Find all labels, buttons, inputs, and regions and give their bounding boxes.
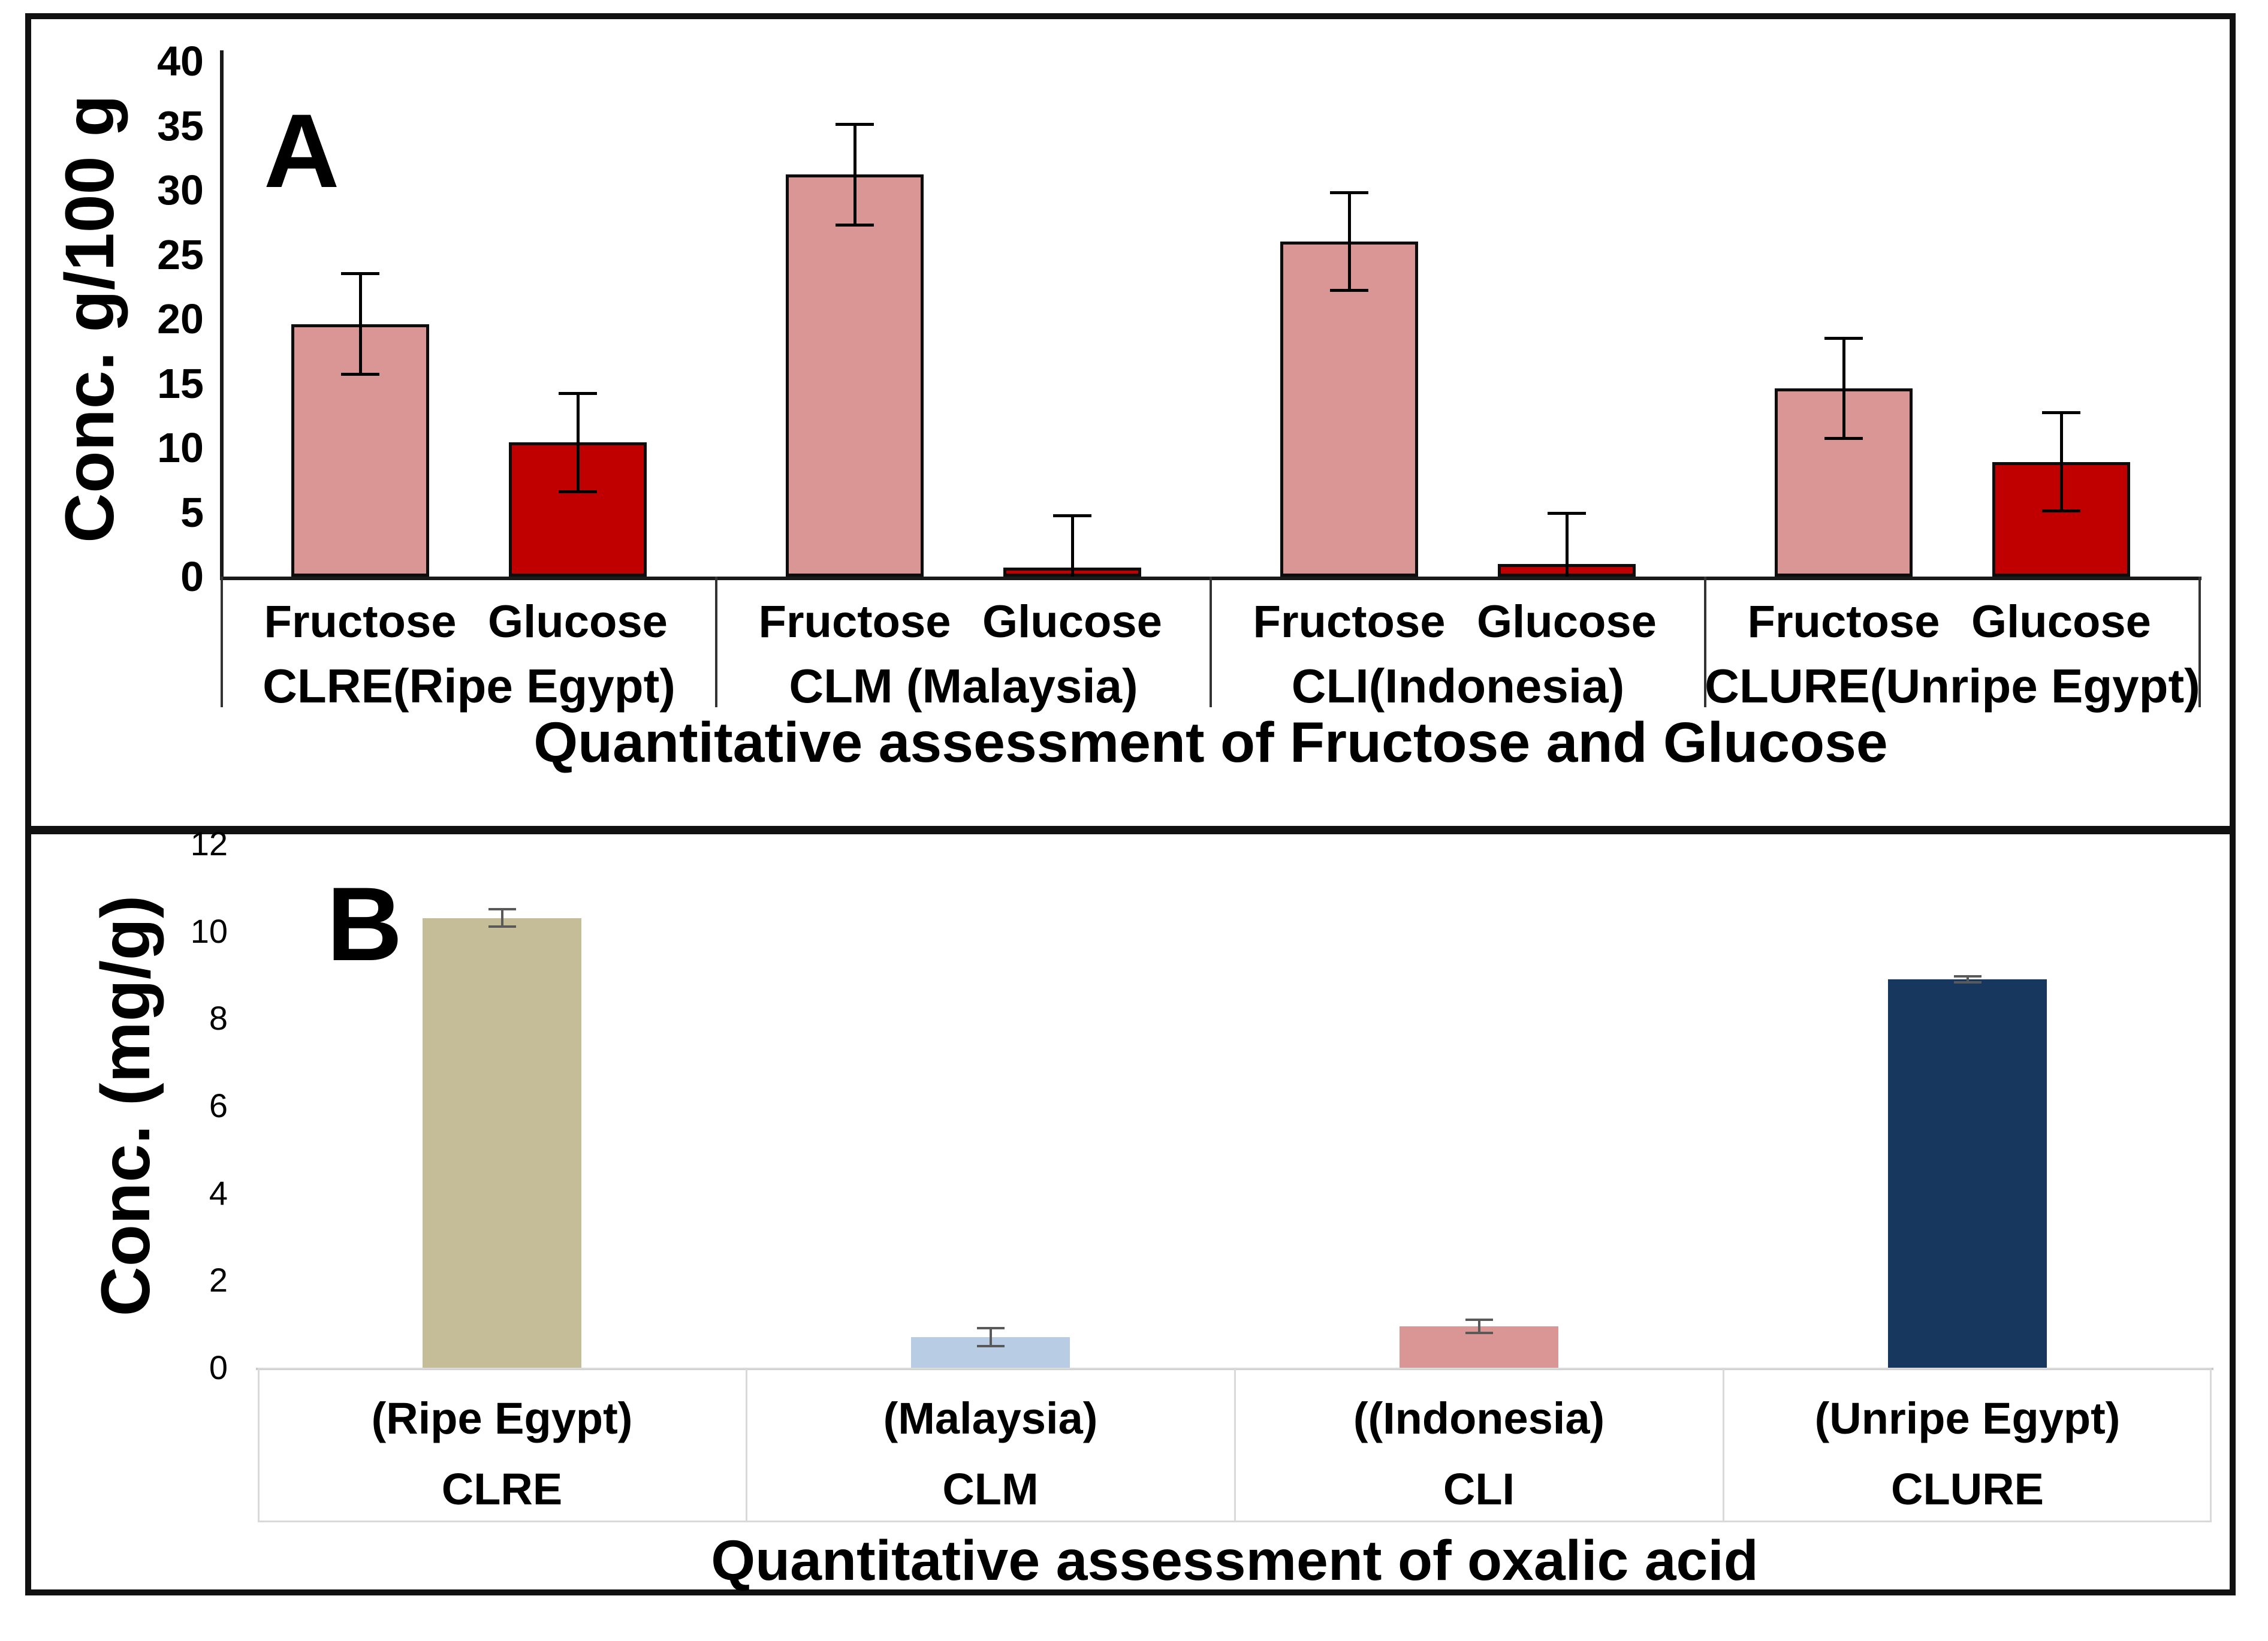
error-bar-top-cap [1953,975,1982,978]
x-category-label: Glucose [982,596,1162,647]
error-bar-bottom-cap [836,223,874,227]
error-bar-bottom-cap [1330,289,1368,292]
group-separator-line [1704,577,1706,707]
error-bar-whisker [500,909,503,927]
error-bar-whisker [989,1328,992,1346]
error-bar-whisker [1477,1319,1480,1333]
x-group-label: CLURE(Unripe Egypt) [1705,659,2200,713]
error-bar-bottom-cap [341,372,379,376]
chart-a-title: Quantitative assessment of Fructose and … [533,711,1888,774]
error-bar-bottom-cap [488,925,516,928]
x-category-label: Fructose [264,596,457,647]
y-tick-label: 15 [157,360,204,407]
error-bar-bottom-cap [976,1344,1005,1347]
y-tick-label: 8 [209,999,228,1037]
bar-CLIIndonesia-fructose [1280,242,1418,577]
error-bar-bottom-cap [1953,981,1982,984]
group-separator-line [1722,1368,1724,1522]
panel-a-letter: A [264,93,340,210]
error-bar-top-cap [1330,191,1368,194]
y-tick-label: 10 [190,912,228,950]
y-tick-label: 25 [157,231,204,278]
y-axis-line [220,50,224,577]
y-tick-label: 0 [180,553,204,600]
x-group-label: CLI(Indonesia) [1291,659,1625,713]
group-separator-line [2198,577,2201,707]
x-group-sublabel: (Ripe Egypt) [371,1393,633,1443]
error-bar-top-cap [2042,411,2080,415]
error-bar-whisker [1565,513,1569,577]
y-tick-label: 35 [157,102,204,149]
panel-divider [25,826,2236,834]
bar-CLRE [423,918,581,1368]
x-group-sublabel: (Unripe Egypt) [1814,1393,2121,1443]
x-group-label: CLURE [1891,1464,2044,1514]
error-bar-whisker [1842,338,1845,439]
bar-CLMMalaysia-fructose [786,174,924,577]
error-bar-top-cap [1053,514,1091,518]
group-separator-line [221,577,223,707]
x-group-label: CLM (Malaysia) [789,659,1138,713]
x-group-sublabel: ((Indonesia) [1353,1393,1605,1443]
bar-CLRERipeEgypt-glucose [509,442,647,577]
y-tick-label: 20 [157,295,204,342]
y-tick-label: 5 [180,488,204,536]
y-tick-label: 12 [190,825,228,862]
error-bar-whisker [358,273,362,375]
chart-b-title: Quantitative assessment of oxalic acid [711,1529,1759,1592]
y-tick-label: 40 [157,38,204,85]
panel-b-letter: B [327,866,403,983]
group-separator-line [1233,1368,1236,1522]
y-tick-label: 0 [209,1349,228,1386]
x-group-label: CLM [942,1464,1039,1514]
error-bar-whisker [1966,976,1969,982]
error-bar-bottom-cap [1465,1331,1493,1334]
error-bar-top-cap [1548,512,1586,515]
error-bar-bottom-cap [559,490,597,493]
y-tick-label: 10 [157,424,204,471]
error-bar-top-cap [559,392,597,396]
error-bar-whisker [853,124,856,225]
group-separator-line [745,1368,747,1522]
error-bar-whisker [1070,515,1074,577]
x-group-label: CLI [1443,1464,1515,1514]
error-bar-top-cap [341,272,379,276]
group-separator-line [715,577,717,707]
x-category-label: Glucose [1477,596,1657,647]
error-bar-top-cap [1465,1318,1493,1321]
x-category-label: Fructose [1747,596,1940,647]
error-bar-top-cap [976,1327,1005,1330]
x-category-label: Glucose [488,596,668,647]
x-group-sublabel: (Malaysia) [883,1393,1098,1443]
x-category-label: Fructose [1253,596,1446,647]
x-category-label: Fructose [758,596,951,647]
error-bar-whisker [2059,412,2063,511]
error-bar-whisker [576,393,580,492]
bar-CLURE [1888,979,2047,1368]
y-tick-label: 4 [209,1174,228,1212]
error-bar-top-cap [1824,336,1863,340]
error-bar-bottom-cap [2042,509,2080,512]
y-tick-label: 2 [209,1261,228,1299]
group-separator-line [1210,577,1212,707]
x-group-label: CLRE(Ripe Egypt) [263,659,675,713]
y-tick-label: 6 [209,1087,228,1124]
error-bar-whisker [1347,192,1351,291]
x-category-label: Glucose [1971,596,2151,647]
error-bar-bottom-cap [1824,437,1863,441]
figure-border [25,13,2236,1595]
x-group-label: CLRE [441,1464,563,1514]
y-tick-label: 30 [157,167,204,213]
error-bar-top-cap [488,908,516,911]
error-bar-top-cap [836,122,874,126]
